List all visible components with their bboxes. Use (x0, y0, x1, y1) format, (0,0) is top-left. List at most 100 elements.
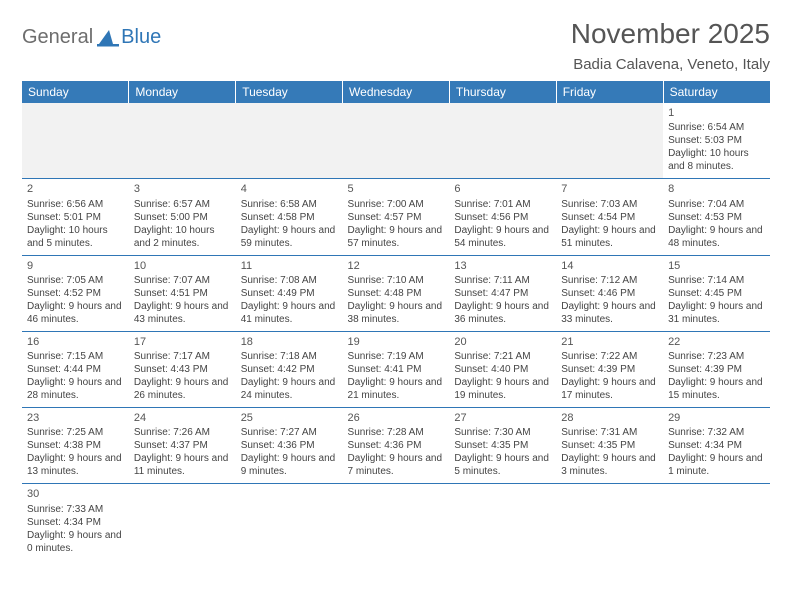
column-header: Tuesday (236, 81, 343, 103)
sunset-text: Sunset: 4:35 PM (454, 439, 551, 452)
sunset-text: Sunset: 5:01 PM (27, 211, 124, 224)
calendar-cell (343, 103, 450, 179)
logo-sail-icon (97, 29, 119, 47)
calendar-cell (556, 484, 663, 560)
calendar-cell: 16Sunrise: 7:15 AMSunset: 4:44 PMDayligh… (22, 331, 129, 407)
sunrise-text: Sunrise: 7:07 AM (134, 274, 231, 287)
calendar-cell: 23Sunrise: 7:25 AMSunset: 4:38 PMDayligh… (22, 408, 129, 484)
daylight-text: Daylight: 9 hours and 46 minutes. (27, 300, 124, 326)
calendar-cell: 15Sunrise: 7:14 AMSunset: 4:45 PMDayligh… (663, 255, 770, 331)
calendar-cell (556, 103, 663, 179)
calendar-cell: 14Sunrise: 7:12 AMSunset: 4:46 PMDayligh… (556, 255, 663, 331)
title-block: November 2025 Badia Calavena, Veneto, It… (571, 18, 770, 81)
day-number: 13 (454, 259, 551, 273)
day-number: 30 (27, 487, 124, 501)
day-number: 25 (241, 411, 338, 425)
day-number: 29 (668, 411, 765, 425)
daylight-text: Daylight: 9 hours and 9 minutes. (241, 452, 338, 478)
sunset-text: Sunset: 4:57 PM (348, 211, 445, 224)
calendar-week: 2Sunrise: 6:56 AMSunset: 5:01 PMDaylight… (22, 179, 770, 255)
sunrise-text: Sunrise: 7:14 AM (668, 274, 765, 287)
calendar-cell: 7Sunrise: 7:03 AMSunset: 4:54 PMDaylight… (556, 179, 663, 255)
sunset-text: Sunset: 4:46 PM (561, 287, 658, 300)
daylight-text: Daylight: 10 hours and 2 minutes. (134, 224, 231, 250)
daylight-text: Daylight: 9 hours and 24 minutes. (241, 376, 338, 402)
calendar-cell: 5Sunrise: 7:00 AMSunset: 4:57 PMDaylight… (343, 179, 450, 255)
daylight-text: Daylight: 9 hours and 48 minutes. (668, 224, 765, 250)
sunset-text: Sunset: 4:34 PM (27, 516, 124, 529)
sunset-text: Sunset: 4:54 PM (561, 211, 658, 224)
day-number: 9 (27, 259, 124, 273)
calendar-cell: 29Sunrise: 7:32 AMSunset: 4:34 PMDayligh… (663, 408, 770, 484)
day-number: 18 (241, 335, 338, 349)
sunset-text: Sunset: 4:36 PM (348, 439, 445, 452)
calendar-cell (22, 103, 129, 179)
day-number: 12 (348, 259, 445, 273)
sunrise-text: Sunrise: 7:10 AM (348, 274, 445, 287)
sunrise-text: Sunrise: 7:33 AM (27, 503, 124, 516)
day-number: 28 (561, 411, 658, 425)
day-number: 2 (27, 182, 124, 196)
sunrise-text: Sunrise: 7:25 AM (27, 426, 124, 439)
calendar-cell (449, 484, 556, 560)
daylight-text: Daylight: 9 hours and 54 minutes. (454, 224, 551, 250)
day-number: 23 (27, 411, 124, 425)
day-number: 7 (561, 182, 658, 196)
page-title: November 2025 (571, 18, 770, 50)
day-number: 11 (241, 259, 338, 273)
calendar-cell: 30 Sunrise: 7:33 AMSunset: 4:34 PMDayligh… (22, 484, 129, 560)
sunset-text: Sunset: 4:42 PM (241, 363, 338, 376)
calendar-week: 1Sunrise: 6:54 AMSunset: 5:03 PMDaylight… (22, 103, 770, 179)
sunset-text: Sunset: 4:39 PM (668, 363, 765, 376)
calendar-cell (449, 103, 556, 179)
calendar-cell: 20Sunrise: 7:21 AMSunset: 4:40 PMDayligh… (449, 331, 556, 407)
sunset-text: Sunset: 4:37 PM (134, 439, 231, 452)
calendar-cell: 11Sunrise: 7:08 AMSunset: 4:49 PMDayligh… (236, 255, 343, 331)
calendar-cell: 3Sunrise: 6:57 AMSunset: 5:00 PMDaylight… (129, 179, 236, 255)
sunrise-text: Sunrise: 7:32 AM (668, 426, 765, 439)
sunset-text: Sunset: 4:43 PM (134, 363, 231, 376)
day-number: 21 (561, 335, 658, 349)
calendar-cell: 24Sunrise: 7:26 AMSunset: 4:37 PMDayligh… (129, 408, 236, 484)
sunrise-text: Sunrise: 7:27 AM (241, 426, 338, 439)
calendar-cell (663, 484, 770, 560)
day-number: 26 (348, 411, 445, 425)
column-header: Wednesday (343, 81, 450, 103)
daylight-text: Daylight: 9 hours and 15 minutes. (668, 376, 765, 402)
sunrise-text: Sunrise: 7:19 AM (348, 350, 445, 363)
sunrise-text: Sunrise: 7:30 AM (454, 426, 551, 439)
daylight-text: Daylight: 9 hours and 28 minutes. (27, 376, 124, 402)
daylight-text: Daylight: 9 hours and 0 minutes. (27, 529, 124, 555)
daylight-text: Daylight: 9 hours and 41 minutes. (241, 300, 338, 326)
day-number: 6 (454, 182, 551, 196)
daylight-text: Daylight: 9 hours and 13 minutes. (27, 452, 124, 478)
day-number: 20 (454, 335, 551, 349)
logo-text-blue: Blue (121, 26, 161, 49)
column-header: Friday (556, 81, 663, 103)
sunrise-text: Sunrise: 7:00 AM (348, 198, 445, 211)
sunrise-text: Sunrise: 7:12 AM (561, 274, 658, 287)
day-number: 4 (241, 182, 338, 196)
sunset-text: Sunset: 4:41 PM (348, 363, 445, 376)
daylight-text: Daylight: 9 hours and 51 minutes. (561, 224, 658, 250)
sunset-text: Sunset: 4:44 PM (27, 363, 124, 376)
sunset-text: Sunset: 4:51 PM (134, 287, 231, 300)
sunset-text: Sunset: 4:34 PM (668, 439, 765, 452)
calendar-cell: 13Sunrise: 7:11 AMSunset: 4:47 PMDayligh… (449, 255, 556, 331)
sunset-text: Sunset: 4:36 PM (241, 439, 338, 452)
daylight-text: Daylight: 9 hours and 17 minutes. (561, 376, 658, 402)
header: General Blue November 2025 Badia Calaven… (22, 18, 770, 81)
daylight-text: Daylight: 9 hours and 5 minutes. (454, 452, 551, 478)
sunset-text: Sunset: 4:53 PM (668, 211, 765, 224)
day-number: 27 (454, 411, 551, 425)
sunset-text: Sunset: 5:03 PM (668, 134, 765, 147)
sunrise-text: Sunrise: 7:01 AM (454, 198, 551, 211)
daylight-text: Daylight: 9 hours and 21 minutes. (348, 376, 445, 402)
logo-text-general: General (22, 26, 93, 49)
calendar-cell: 4Sunrise: 6:58 AMSunset: 4:58 PMDaylight… (236, 179, 343, 255)
day-number: 1 (668, 106, 765, 120)
calendar-week: 9Sunrise: 7:05 AMSunset: 4:52 PMDaylight… (22, 255, 770, 331)
day-number: 16 (27, 335, 124, 349)
calendar-cell (129, 484, 236, 560)
day-number: 15 (668, 259, 765, 273)
